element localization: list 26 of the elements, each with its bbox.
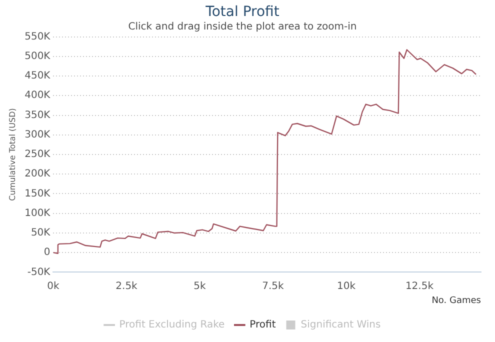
- legend-label: Profit: [250, 320, 276, 331]
- y-tick-label: 100K: [24, 208, 51, 219]
- y-tick-label: 500K: [24, 51, 51, 62]
- y-tick-label: 450K: [24, 70, 51, 82]
- y-tick-label: -50K: [27, 266, 51, 278]
- y-tick-label: 350K: [24, 110, 51, 121]
- y-tick-label: 200K: [24, 168, 51, 180]
- x-tick-label: 7.5k: [262, 280, 284, 292]
- chart-subtitle: Click and drag inside the plot area to zoom-in: [128, 21, 357, 32]
- y-tick-label: 400K: [24, 90, 51, 102]
- y-tick-label: 50K: [30, 228, 51, 239]
- x-tick-label: 2.5k: [116, 280, 138, 292]
- legend-label: Profit Excluding Rake: [119, 320, 225, 331]
- chart-title: Total Profit: [204, 4, 280, 20]
- y-tick-label: 250K: [24, 149, 51, 160]
- y-axis-title: Cumulative Total (USD): [8, 108, 17, 201]
- y-tick-label: 300K: [24, 129, 51, 140]
- y-tick-label: 0: [44, 247, 50, 258]
- x-tick-label: 10k: [336, 280, 356, 292]
- legend-label: Significant Wins: [300, 320, 381, 331]
- x-tick-label: 5k: [194, 280, 206, 292]
- y-tick-label: 150K: [24, 188, 51, 200]
- x-tick-label: 12.5k: [405, 280, 434, 292]
- y-tick-label: 550K: [24, 31, 51, 42]
- x-tick-label: 0k: [47, 280, 60, 292]
- x-axis-title: No. Games: [432, 296, 482, 306]
